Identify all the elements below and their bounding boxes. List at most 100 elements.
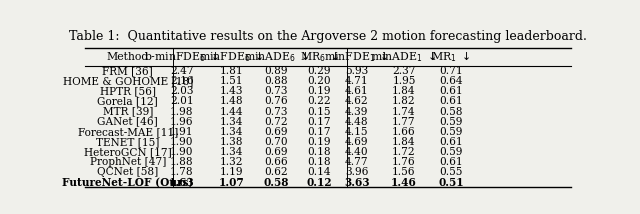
- Text: 0.73: 0.73: [265, 107, 288, 117]
- Text: 0.64: 0.64: [439, 76, 463, 86]
- Text: 1.72: 1.72: [392, 147, 416, 157]
- Text: 2.37: 2.37: [392, 66, 415, 76]
- Text: Table 1:  Quantitative results on the Argoverse 2 motion forecasting leaderboard: Table 1: Quantitative results on the Arg…: [69, 30, 587, 43]
- Text: minADE$_6$ $\downarrow$: minADE$_6$ $\downarrow$: [244, 50, 309, 64]
- Text: 1.74: 1.74: [392, 107, 416, 117]
- Text: 1.66: 1.66: [392, 127, 416, 137]
- Text: 0.17: 0.17: [307, 127, 331, 137]
- Text: 0.17: 0.17: [307, 117, 331, 127]
- Text: 4.71: 4.71: [345, 76, 369, 86]
- Text: minADE$_1$ $\downarrow$: minADE$_1$ $\downarrow$: [371, 50, 436, 64]
- Text: HPTR [56]: HPTR [56]: [100, 86, 156, 96]
- Text: 1.90: 1.90: [170, 147, 193, 157]
- Text: 1.34: 1.34: [220, 127, 243, 137]
- Text: 4.40: 4.40: [345, 147, 369, 157]
- Text: 0.61: 0.61: [439, 86, 463, 96]
- Text: 0.15: 0.15: [307, 107, 331, 117]
- Text: 0.61: 0.61: [439, 97, 463, 107]
- Text: 1.46: 1.46: [391, 177, 417, 188]
- Text: FutureNet-LOF (Ours): FutureNet-LOF (Ours): [62, 177, 193, 188]
- Text: 2.47: 2.47: [170, 66, 193, 76]
- Text: 0.18: 0.18: [307, 157, 331, 167]
- Text: 1.96: 1.96: [170, 117, 193, 127]
- Text: 1.63: 1.63: [169, 177, 195, 188]
- Text: 0.89: 0.89: [265, 66, 288, 76]
- Text: 3.63: 3.63: [344, 177, 369, 188]
- Text: 4.15: 4.15: [345, 127, 369, 137]
- Text: TENET [15]: TENET [15]: [96, 137, 159, 147]
- Text: 1.32: 1.32: [220, 157, 243, 167]
- Text: 1.98: 1.98: [170, 107, 193, 117]
- Text: 3.96: 3.96: [345, 167, 369, 177]
- Text: minFDE$_6$ $\downarrow$: minFDE$_6$ $\downarrow$: [199, 50, 264, 64]
- Text: 0.12: 0.12: [307, 177, 332, 188]
- Text: 1.07: 1.07: [218, 177, 244, 188]
- Text: 0.59: 0.59: [439, 117, 463, 127]
- Text: 0.29: 0.29: [307, 66, 331, 76]
- Text: 0.72: 0.72: [264, 117, 288, 127]
- Text: 0.73: 0.73: [265, 86, 288, 96]
- Text: 0.14: 0.14: [307, 167, 331, 177]
- Text: FRM [36]: FRM [36]: [102, 66, 153, 76]
- Text: ProphNet [47]: ProphNet [47]: [90, 157, 166, 167]
- Text: 1.34: 1.34: [220, 147, 243, 157]
- Text: 1.51: 1.51: [220, 76, 243, 86]
- Text: 0.61: 0.61: [439, 137, 463, 147]
- Text: 1.84: 1.84: [392, 137, 416, 147]
- Text: 1.78: 1.78: [170, 167, 193, 177]
- Text: MTR [39]: MTR [39]: [102, 107, 153, 117]
- Text: 4.39: 4.39: [345, 107, 369, 117]
- Text: HeteroGCN [17]: HeteroGCN [17]: [84, 147, 172, 157]
- Text: 0.51: 0.51: [438, 177, 464, 188]
- Text: 4.61: 4.61: [345, 86, 369, 96]
- Text: 0.88: 0.88: [264, 76, 288, 86]
- Text: 0.19: 0.19: [307, 137, 331, 147]
- Text: 1.76: 1.76: [392, 157, 416, 167]
- Text: 4.48: 4.48: [345, 117, 369, 127]
- Text: 1.43: 1.43: [220, 86, 243, 96]
- Text: 0.22: 0.22: [307, 97, 331, 107]
- Text: 1.81: 1.81: [220, 66, 243, 76]
- Text: 4.69: 4.69: [345, 137, 369, 147]
- Text: 0.58: 0.58: [264, 177, 289, 188]
- Text: Forecast-MAE [11]: Forecast-MAE [11]: [77, 127, 178, 137]
- Text: 0.69: 0.69: [265, 127, 288, 137]
- Text: 1.90: 1.90: [170, 137, 193, 147]
- Text: b-minFDE$_6$ $\downarrow$: b-minFDE$_6$ $\downarrow$: [144, 50, 220, 64]
- Text: 0.70: 0.70: [264, 137, 288, 147]
- Text: Gorela [12]: Gorela [12]: [97, 97, 158, 107]
- Text: 1.34: 1.34: [220, 117, 243, 127]
- Text: QCNet [58]: QCNet [58]: [97, 167, 159, 177]
- Text: 1.95: 1.95: [392, 76, 415, 86]
- Text: 0.66: 0.66: [264, 157, 288, 167]
- Text: HOME & GOHOME [18]: HOME & GOHOME [18]: [63, 76, 193, 86]
- Text: 1.19: 1.19: [220, 167, 243, 177]
- Text: 2.01: 2.01: [170, 97, 193, 107]
- Text: 1.88: 1.88: [170, 157, 193, 167]
- Text: 0.18: 0.18: [307, 147, 331, 157]
- Text: 1.44: 1.44: [220, 107, 243, 117]
- Text: 1.48: 1.48: [220, 97, 243, 107]
- Text: 5.93: 5.93: [345, 66, 369, 76]
- Text: GANet [46]: GANet [46]: [97, 117, 158, 127]
- Text: 1.38: 1.38: [220, 137, 243, 147]
- Text: 2.03: 2.03: [170, 86, 193, 96]
- Text: 0.20: 0.20: [307, 76, 331, 86]
- Text: 0.19: 0.19: [307, 86, 331, 96]
- Text: 4.77: 4.77: [345, 157, 369, 167]
- Text: 0.71: 0.71: [439, 66, 463, 76]
- Text: 1.56: 1.56: [392, 167, 415, 177]
- Text: 1.91: 1.91: [170, 127, 193, 137]
- Text: 1.84: 1.84: [392, 86, 416, 96]
- Text: minFDE$_1$ $\downarrow$: minFDE$_1$ $\downarrow$: [324, 50, 389, 64]
- Text: 0.76: 0.76: [264, 97, 288, 107]
- Text: MR$_6$ $\downarrow$: MR$_6$ $\downarrow$: [300, 50, 339, 64]
- Text: 0.58: 0.58: [439, 107, 463, 117]
- Text: 4.62: 4.62: [345, 97, 369, 107]
- Text: 0.62: 0.62: [264, 167, 288, 177]
- Text: 0.55: 0.55: [439, 167, 463, 177]
- Text: 1.82: 1.82: [392, 97, 416, 107]
- Text: Method: Method: [107, 52, 149, 62]
- Text: 0.59: 0.59: [439, 127, 463, 137]
- Text: 0.59: 0.59: [439, 147, 463, 157]
